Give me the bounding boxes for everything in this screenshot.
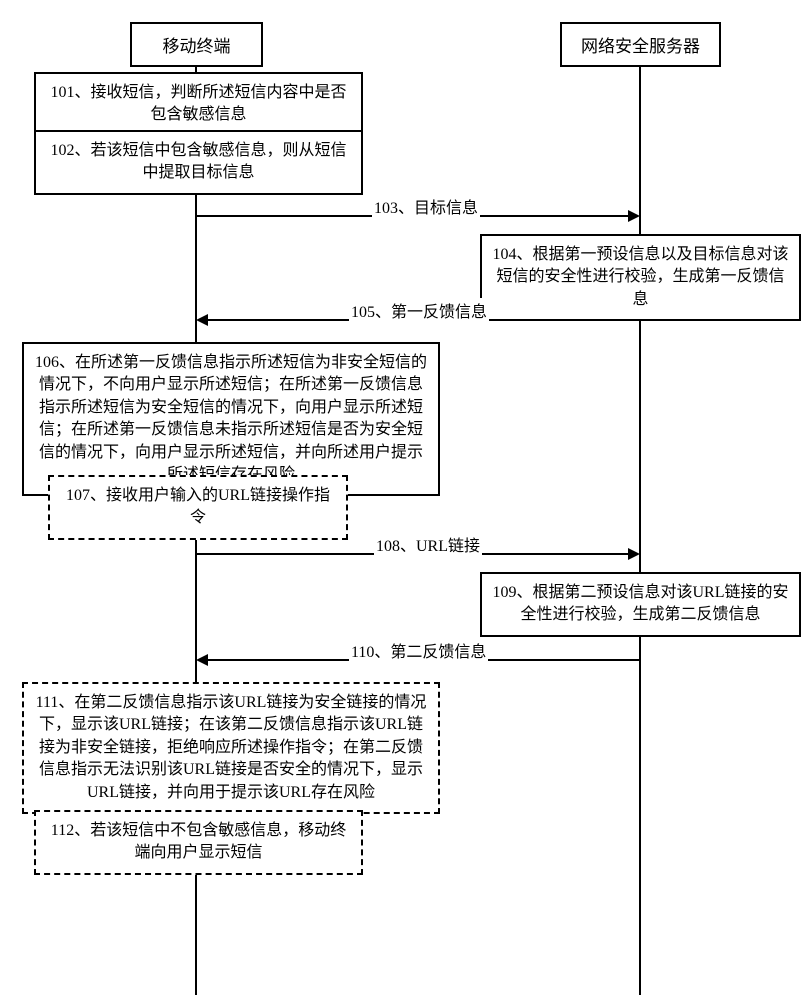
step-text: 106、在所述第一反馈信息指示所述短信为非安全短信的情况下，不向用户显示所述短信… [35,354,427,483]
step-text: 102、若该短信中包含敏感信息，则从短信中提取目标信息 [50,142,346,181]
step-101: 101、接收短信，判断所述短信内容中是否包含敏感信息 [34,72,363,137]
step-107: 107、接收用户输入的URL链接操作指令 [48,475,348,540]
message-label: 105、第一反馈信息 [349,298,489,322]
arrow-head-icon [196,314,208,326]
step-104: 104、根据第一预设信息以及目标信息对该短信的安全性进行校验，生成第一反馈信息 [480,234,801,321]
step-102: 102、若该短信中包含敏感信息，则从短信中提取目标信息 [34,130,363,195]
step-112: 112、若该短信中不包含敏感信息，移动终端向用户显示短信 [34,810,363,875]
step-text: 109、根据第二预设信息对该URL链接的安全性进行校验，生成第二反馈信息 [492,584,788,623]
actor-label: 网络安全服务器 [581,37,700,56]
step-text: 107、接收用户输入的URL链接操作指令 [66,487,330,526]
arrow-head-icon [628,210,640,222]
arrow-head-icon [196,654,208,666]
message-label: 108、URL链接 [374,532,482,556]
arrow-head-icon [628,548,640,560]
step-106: 106、在所述第一反馈信息指示所述短信为非安全短信的情况下，不向用户显示所述短信… [22,342,440,496]
step-text: 112、若该短信中不包含敏感信息，移动终端向用户显示短信 [51,822,346,861]
step-111: 111、在第二反馈信息指示该URL链接为安全链接的情况下，显示该URL链接；在该… [22,682,440,814]
actor-label: 移动终端 [163,37,231,56]
actor-security-server: 网络安全服务器 [560,22,721,67]
actor-mobile-terminal: 移动终端 [130,22,263,67]
right-lifeline [639,58,641,995]
step-109: 109、根据第二预设信息对该URL链接的安全性进行校验，生成第二反馈信息 [480,572,801,637]
step-text: 111、在第二反馈信息指示该URL链接为安全链接的情况下，显示该URL链接；在该… [36,694,427,801]
message-label: 110、第二反馈信息 [349,638,488,662]
step-text: 104、根据第一预设信息以及目标信息对该短信的安全性进行校验，生成第一反馈信息 [492,246,788,308]
step-text: 101、接收短信，判断所述短信内容中是否包含敏感信息 [50,84,346,123]
message-label: 103、目标信息 [372,194,480,218]
